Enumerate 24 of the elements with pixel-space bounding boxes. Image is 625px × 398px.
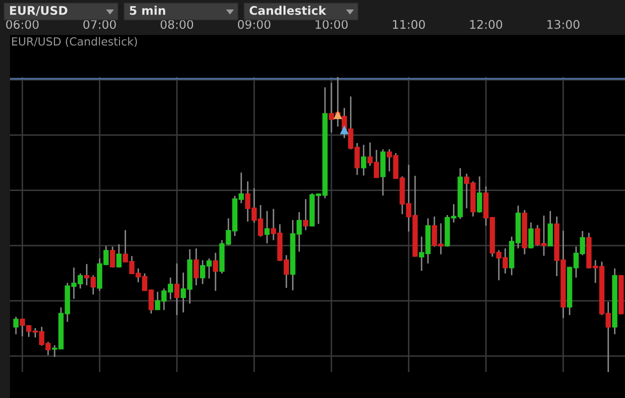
x-tick-label: 11:00 — [392, 20, 425, 29]
text: 5 min — [130, 6, 166, 15]
x-tick-label: 08:00 — [160, 20, 194, 29]
candlestick — [264, 210, 270, 244]
x-tick-label: 09:00 — [238, 20, 270, 29]
candlestick — [116, 244, 122, 268]
candlestick — [548, 210, 553, 246]
candlestick — [110, 246, 116, 268]
candlestick — [476, 176, 482, 214]
x-tick-label: 07:00 — [83, 20, 116, 29]
candlestick — [212, 252, 218, 292]
candlestick — [303, 198, 308, 231]
x-tick-label: 12:00 — [470, 20, 502, 29]
text: EUR/USD — [10, 6, 68, 16]
x-tick-label: 10:00 — [316, 20, 348, 29]
candlestick — [174, 262, 180, 316]
chart-title: EUR/USD (Candlestick) — [12, 37, 137, 47]
candlestick — [361, 144, 366, 176]
text: Candlestick — [250, 6, 326, 15]
candlestick — [194, 248, 199, 286]
x-tick-label: 06:00 — [6, 20, 39, 29]
candlestick — [13, 316, 19, 335]
x-tick-label: 13:00 — [547, 20, 580, 29]
candlestick — [528, 222, 534, 250]
